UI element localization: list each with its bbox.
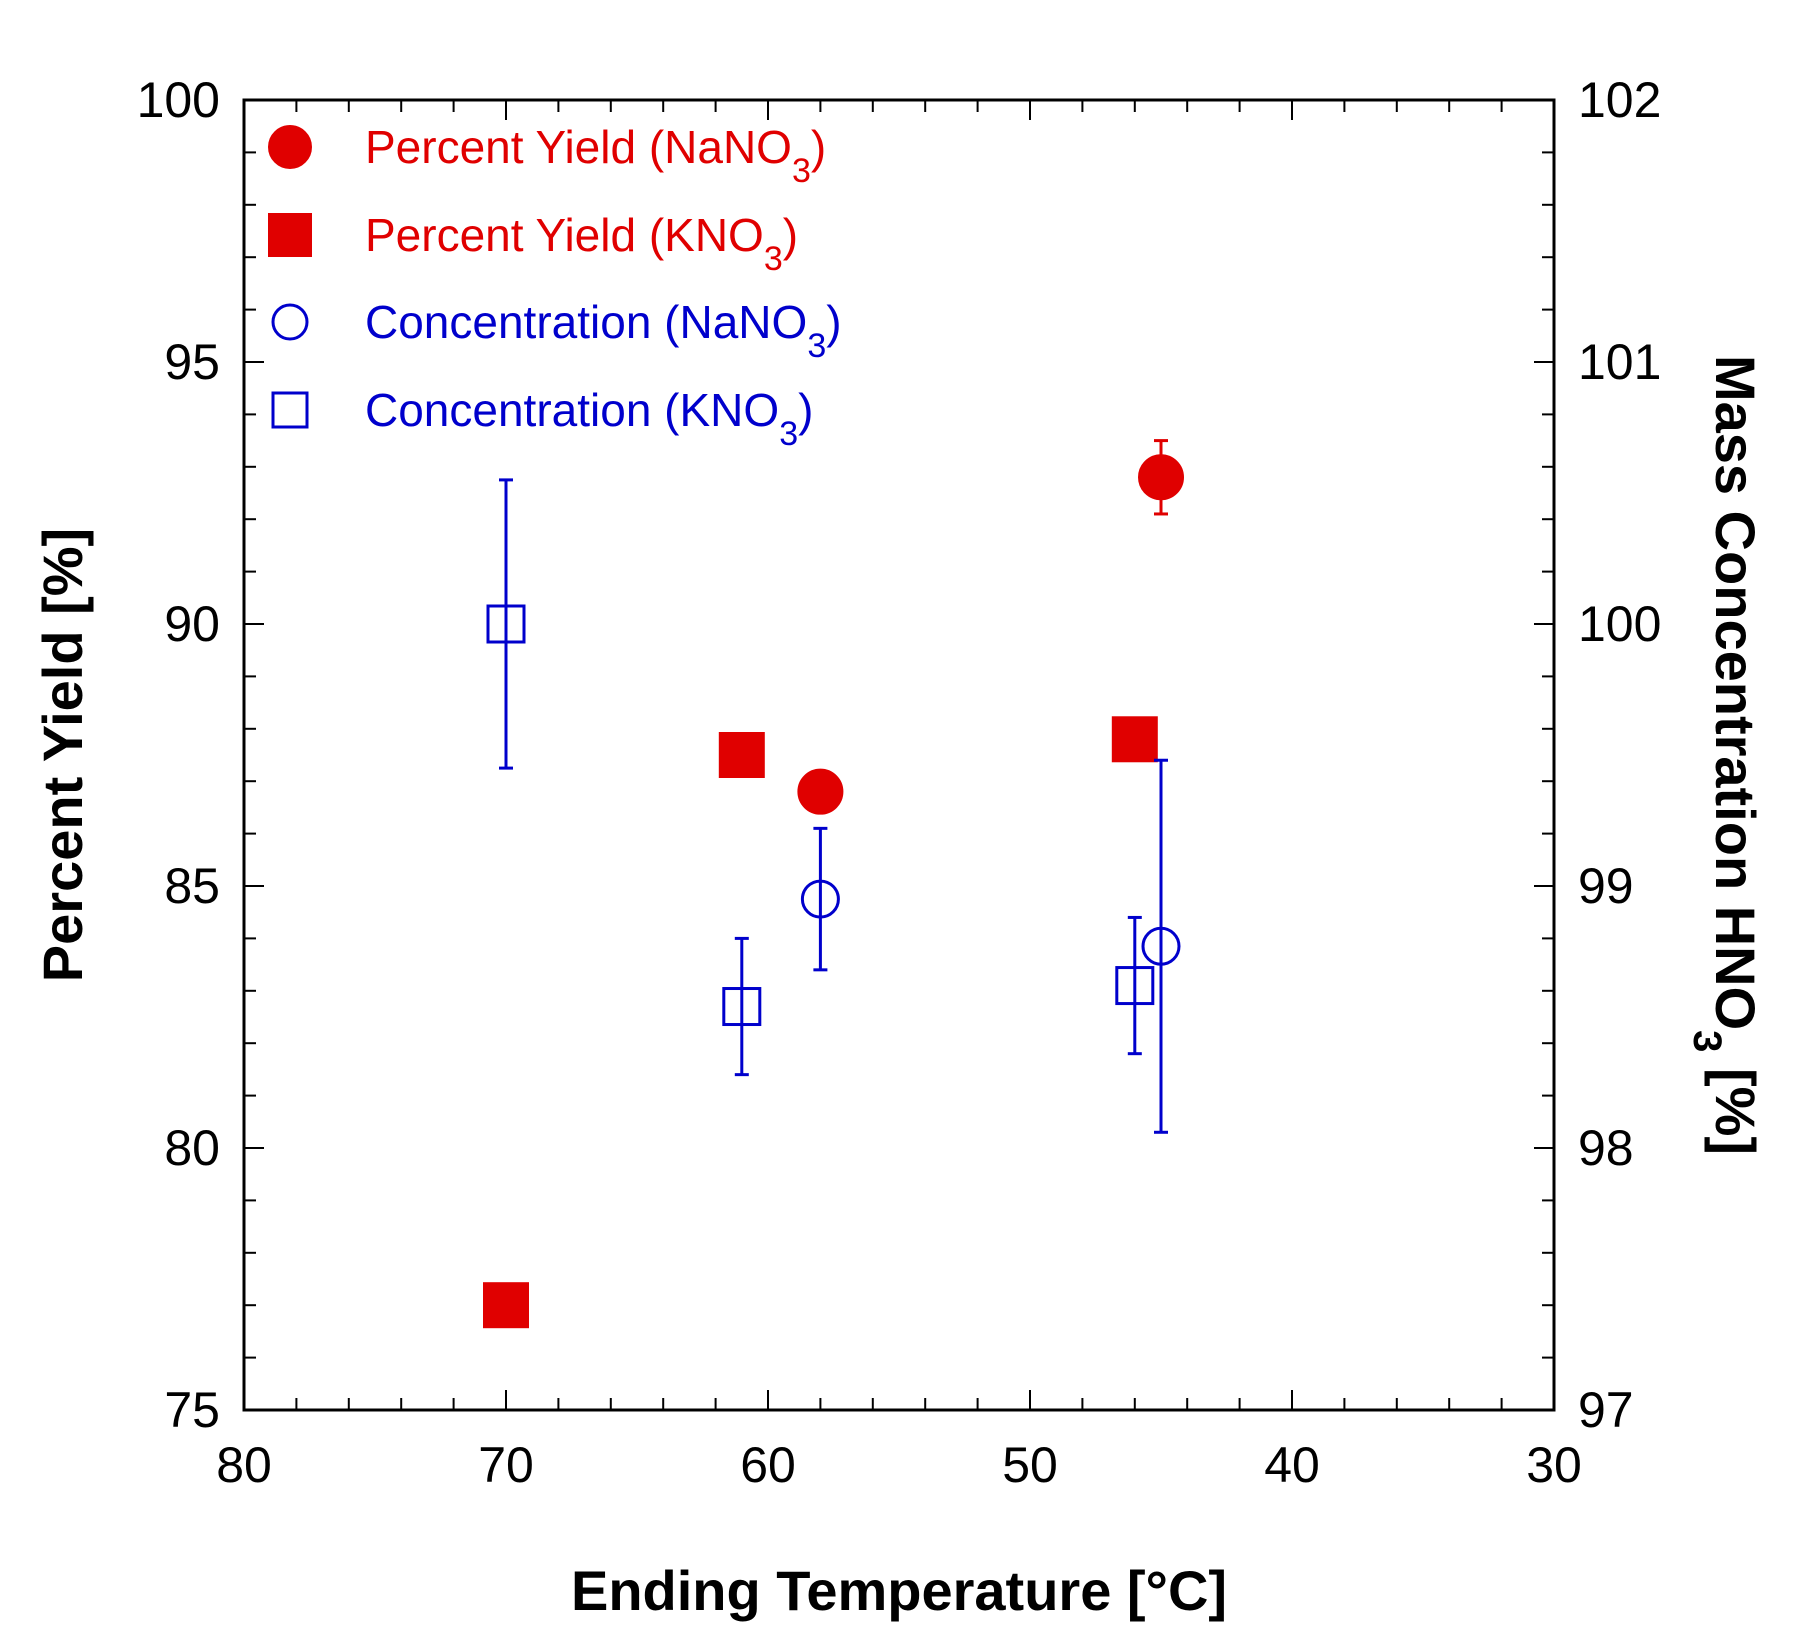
y-tick-label: 95	[164, 334, 220, 390]
series-yield-square	[483, 716, 1158, 1329]
legend-marker	[271, 303, 309, 341]
x-tick-label: 60	[740, 1437, 796, 1493]
legend-label-tail: )	[783, 209, 798, 261]
y2-axis-title-main: Mass Concentration HNO	[1704, 355, 1767, 1030]
y-axis-title: Percent Yield [%]	[31, 528, 94, 982]
x-tick-label: 50	[1002, 1437, 1058, 1493]
y2-tick-label: 99	[1578, 858, 1634, 914]
y2-tick-label: 100	[1578, 596, 1661, 652]
data-point	[1115, 966, 1155, 1006]
y2-axis-title-sub: 3	[1685, 1030, 1729, 1052]
data-point	[483, 1282, 529, 1329]
legend-label: Concentration (NaNO3)	[365, 296, 842, 365]
legend-label-sub: 3	[792, 152, 811, 190]
series-yield-circle	[797, 439, 1184, 815]
y2-tick-label: 98	[1578, 1120, 1634, 1176]
legend-label-main: Concentration (KNO	[365, 384, 779, 436]
legend-label: Concentration (KNO3)	[365, 384, 813, 453]
y-tick-label: 75	[164, 1382, 220, 1438]
data-point	[722, 987, 762, 1027]
data-point	[1141, 926, 1181, 966]
legend-label-tail: )	[798, 384, 813, 436]
legend-label-sub: 3	[807, 327, 826, 365]
legend-marker	[271, 391, 309, 429]
y-tick-label: 85	[164, 858, 220, 914]
y2-tick-label: 102	[1578, 72, 1661, 128]
series-concentration-square	[486, 478, 1155, 1077]
data-points	[483, 439, 1184, 1329]
legend-label: Percent Yield (KNO3)	[365, 209, 798, 278]
legend-label-tail: )	[811, 121, 826, 173]
legend-label-main: Percent Yield (KNO	[365, 209, 764, 261]
y2-axis-title: Mass Concentration HNO3 [%]	[1685, 355, 1767, 1155]
y2-tick-label: 97	[1578, 1382, 1634, 1438]
x-tick-label: 40	[1264, 1437, 1320, 1493]
legend-marker	[268, 213, 312, 257]
x-tick-label: 70	[478, 1437, 534, 1493]
plot-area	[242, 98, 1556, 1412]
legend-label-main: Percent Yield (NaNO	[365, 121, 792, 173]
data-point	[797, 768, 844, 815]
data-point	[800, 879, 840, 919]
data-point	[1138, 454, 1184, 501]
data-point	[718, 732, 765, 778]
data-point	[486, 604, 526, 644]
x-tick-label: 80	[216, 1437, 272, 1493]
data-point	[1111, 716, 1158, 763]
legend-label-main: Concentration (NaNO	[365, 296, 807, 348]
y2-tick-label: 101	[1578, 334, 1661, 390]
legend-label-sub: 3	[779, 415, 798, 453]
axis-ticks	[243, 99, 1555, 1411]
x-axis-title: Ending Temperature [°C]	[571, 1559, 1227, 1622]
y-tick-label: 90	[164, 596, 220, 652]
y-tick-label: 100	[137, 72, 220, 128]
legend-label: Percent Yield (NaNO3)	[365, 121, 826, 190]
series-concentration-circle	[800, 758, 1181, 1134]
y2-axis-title-tail: [%]	[1704, 1052, 1767, 1155]
legend-label-tail: )	[826, 296, 841, 348]
legend-label-sub: 3	[764, 240, 783, 278]
legend: Percent Yield (NaNO3)Percent Yield (KNO3…	[268, 121, 842, 453]
y-tick-label: 80	[164, 1120, 220, 1176]
legend-marker	[268, 125, 312, 169]
x-tick-label: 30	[1526, 1437, 1582, 1493]
